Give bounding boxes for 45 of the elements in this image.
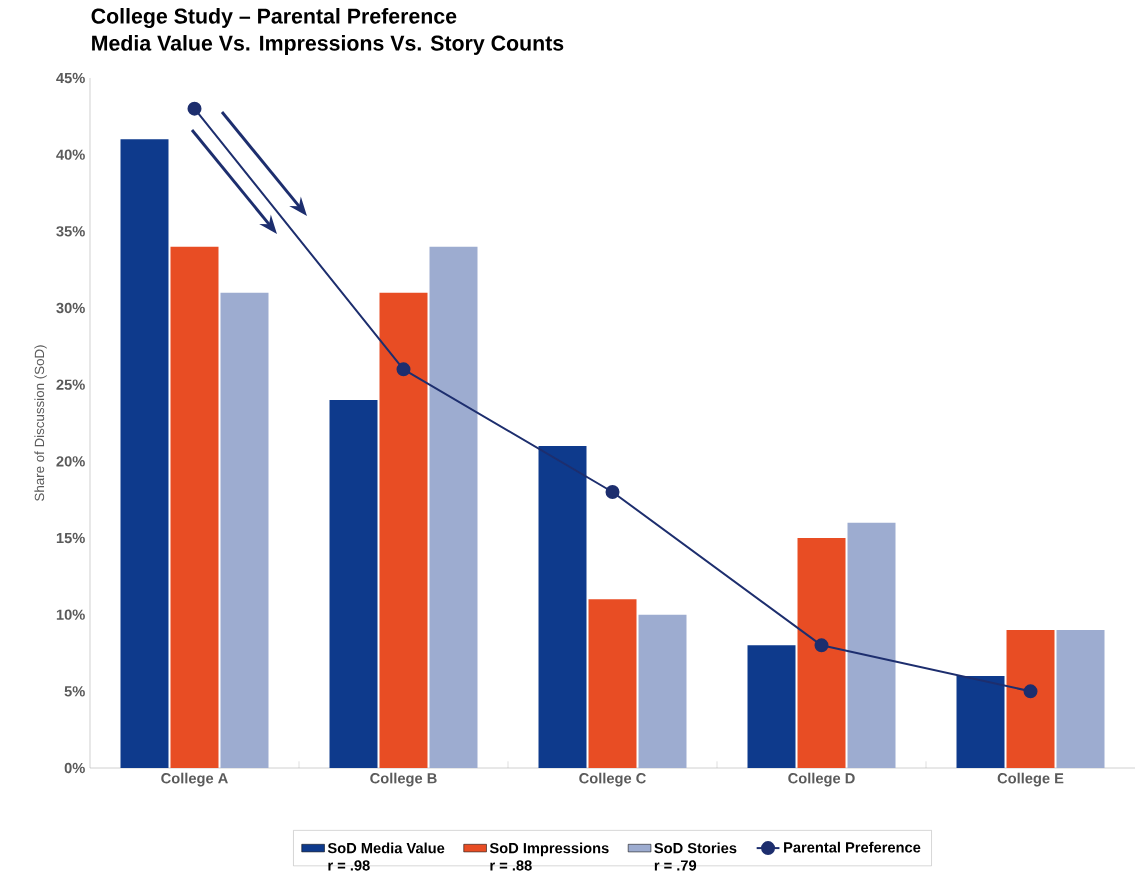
bar bbox=[638, 614, 687, 768]
x-tick-label: College C bbox=[579, 772, 646, 787]
bar bbox=[588, 599, 637, 768]
bar bbox=[120, 139, 169, 768]
y-tick-label: 40% bbox=[56, 149, 85, 160]
point bbox=[814, 638, 829, 653]
y-tick-label: 5% bbox=[64, 686, 85, 697]
point bbox=[187, 101, 202, 116]
text: r = .88 bbox=[490, 860, 532, 871]
y-tick-label: 10% bbox=[56, 609, 85, 620]
chart-subtitle: Media Value Vs. Impressions Vs. Story Counts bbox=[92, 35, 564, 55]
y-tick-label: 20% bbox=[56, 456, 85, 467]
y-axis-title: Share of Discussion (SoD) bbox=[34, 345, 47, 501]
bar bbox=[220, 292, 269, 768]
bar bbox=[797, 538, 846, 768]
y-tick-label: 25% bbox=[56, 379, 85, 390]
bar bbox=[956, 676, 1005, 768]
bar bbox=[170, 246, 219, 768]
legend-label: SoD Impressions bbox=[489, 842, 609, 857]
y-tick-label: 0% bbox=[64, 762, 85, 774]
text: r = .79 bbox=[654, 860, 697, 871]
bar bbox=[847, 522, 896, 768]
x-tick-label: College E bbox=[997, 772, 1064, 787]
text: r = .98 bbox=[328, 860, 370, 871]
x-tick-label: College B bbox=[370, 772, 437, 787]
legend-label: SoD Stories bbox=[654, 842, 737, 854]
point bbox=[1023, 684, 1038, 699]
y-tick-label: 15% bbox=[56, 532, 85, 544]
y-tick-label: 45% bbox=[56, 72, 85, 84]
y-tick-label: 30% bbox=[56, 302, 85, 314]
bar bbox=[1006, 630, 1055, 768]
point bbox=[605, 484, 620, 499]
y-tick-label: 35% bbox=[56, 226, 85, 237]
point bbox=[396, 362, 411, 377]
legend-label: SoD Media Value bbox=[327, 842, 445, 854]
bar bbox=[538, 446, 587, 768]
chart-title: College Study – Parental Preference bbox=[91, 8, 457, 28]
bar bbox=[429, 246, 478, 768]
bar bbox=[1056, 630, 1105, 768]
bar bbox=[379, 292, 428, 768]
bar bbox=[747, 645, 796, 768]
x-tick-label: College D bbox=[788, 772, 855, 787]
x-tick-label: College A bbox=[161, 772, 228, 787]
legend-label: Parental Preference bbox=[784, 841, 921, 853]
bar bbox=[329, 400, 378, 768]
